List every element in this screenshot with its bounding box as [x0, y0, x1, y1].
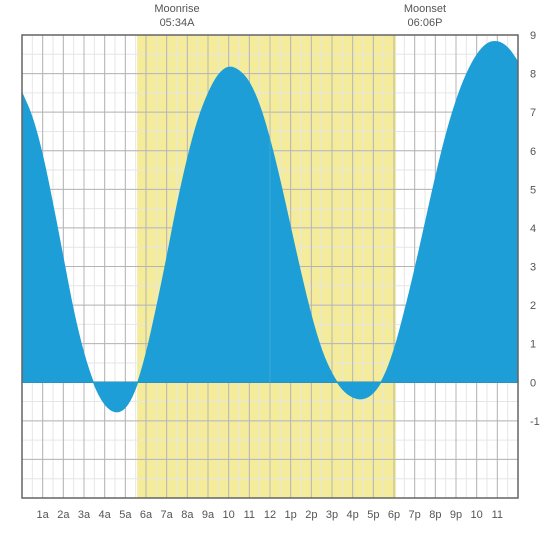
y-tick-label: 1: [530, 339, 536, 351]
x-tick-label: 2p: [305, 509, 317, 521]
x-tick-label: 6a: [140, 509, 153, 521]
x-tick-label: 1a: [37, 509, 50, 521]
y-tick-label: 6: [530, 146, 536, 158]
x-tick-label: 9a: [202, 509, 215, 521]
y-tick-label: 5: [530, 184, 536, 196]
tide-chart: -101234567891a2a3a4a5a6a7a8a9a1011121p2p…: [0, 0, 550, 550]
x-tick-label: 9p: [450, 509, 462, 521]
annotation-time: 05:34A: [154, 16, 199, 30]
y-tick-label: 3: [530, 262, 536, 274]
x-tick-label: 7p: [409, 509, 421, 521]
y-tick-label: 0: [530, 377, 536, 389]
y-axis-labels: -1 0 1 2 3 4 5 6 7 8 9: [530, 30, 540, 428]
annotation-time: 06:06P: [404, 16, 446, 30]
y-tick-label: -1: [530, 416, 540, 428]
x-tick-label: 10: [223, 509, 235, 521]
x-tick-label: 4p: [347, 509, 359, 521]
x-tick-label: 7a: [161, 509, 174, 521]
x-tick-label: 11: [492, 509, 503, 521]
y-tick-label: 8: [530, 69, 536, 81]
x-tick-label: 5a: [119, 509, 132, 521]
moonset-annotation: Moonset06:06P: [404, 2, 446, 31]
y-tick-label: 4: [530, 223, 536, 235]
x-tick-label: 1p: [285, 509, 297, 521]
x-tick-label: 2a: [57, 509, 70, 521]
x-tick-label: 12: [264, 509, 276, 521]
y-tick-label: 2: [530, 300, 536, 312]
x-axis-labels: 1a 2a 3a 4a 5a 6a 7a 8a 9a 10 11 12 1p 2p 3p 4p 5p 6p 7p 8p…: [37, 509, 504, 521]
moonrise-annotation: Moonrise05:34A: [154, 2, 199, 31]
x-tick-label: 6p: [388, 509, 400, 521]
y-tick-label: 7: [530, 107, 536, 119]
chart-svg: -101234567891a2a3a4a5a6a7a8a9a1011121p2p…: [0, 0, 550, 550]
x-tick-label: 8p: [429, 509, 441, 521]
x-tick-label: 8a: [181, 509, 194, 521]
x-tick-label: 10: [471, 509, 483, 521]
x-tick-label: 11: [244, 509, 255, 521]
annotation-title: Moonset: [404, 2, 446, 16]
y-tick-label: 9: [530, 30, 536, 42]
x-tick-label: 3p: [326, 509, 338, 521]
x-tick-label: 3a: [78, 509, 91, 521]
x-tick-label: 4a: [99, 509, 112, 521]
x-tick-label: 5p: [367, 509, 379, 521]
annotation-title: Moonrise: [154, 2, 199, 16]
